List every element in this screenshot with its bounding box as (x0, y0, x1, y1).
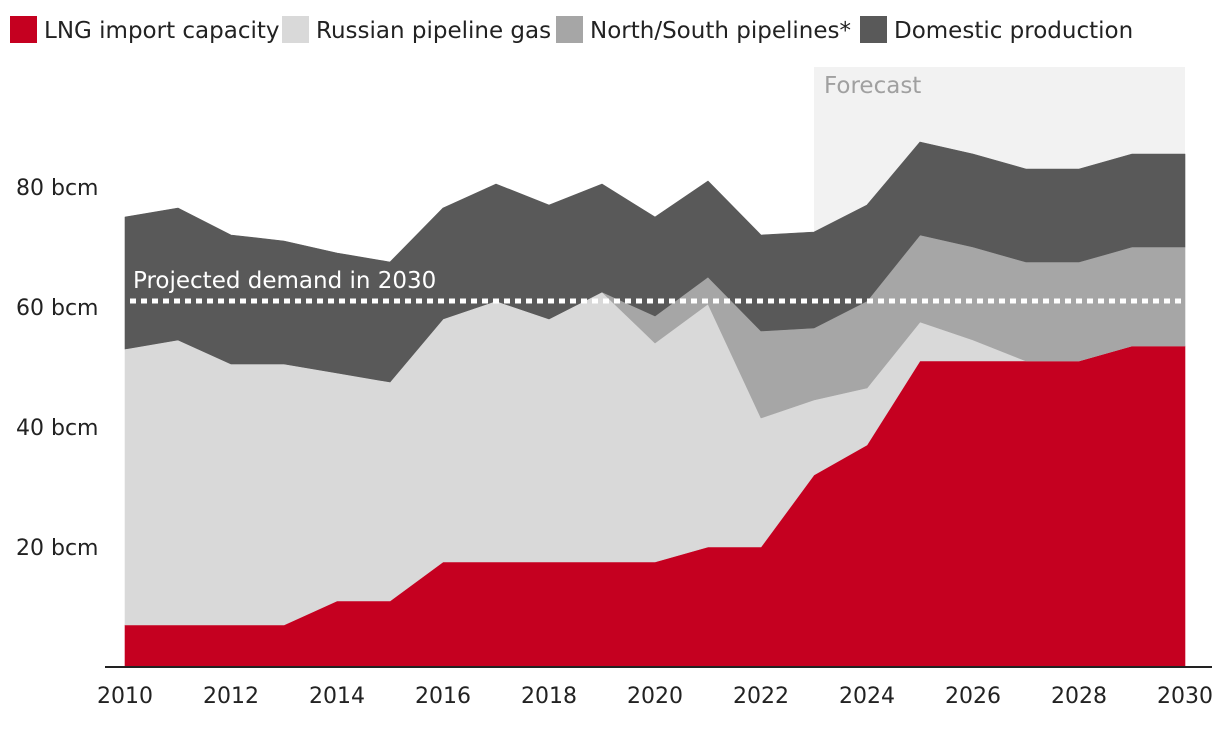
legend-label: LNG import capacity (44, 18, 280, 44)
y-tick-label: 60 bcm (16, 296, 98, 321)
legend-item-north-south-pipelines: North/South pipelines* (556, 16, 851, 44)
x-tick-label: 2028 (1051, 684, 1107, 709)
legend-swatch (282, 16, 309, 43)
projected-demand-label: Projected demand in 2030 (133, 268, 436, 294)
x-axis-tick-labels: 2010 2012 2014 2016 2018 2020 2022 2024 2026 2028… (97, 684, 1213, 709)
legend: LNG import capacity Russian pipeline gas N… (10, 16, 1133, 44)
forecast-label: Forecast (824, 73, 921, 99)
y-tick-label: 40 bcm (16, 416, 98, 441)
y-tick-label: 80 bcm (16, 176, 98, 201)
legend-swatch (556, 16, 583, 43)
legend-swatch (10, 16, 37, 43)
area-domestic-production (124, 141, 1186, 383)
legend-label: Russian pipeline gas (316, 18, 551, 44)
x-tick-label: 2026 (945, 684, 1001, 709)
x-tick-label: 2018 (521, 684, 577, 709)
x-tick-label: 2030 (1157, 684, 1213, 709)
x-tick-label: 2016 (415, 684, 471, 709)
y-axis-tick-labels: 20 bcm 40 bcm 60 bcm 80 bcm (16, 176, 98, 561)
x-tick-label: 2010 (97, 684, 153, 709)
legend-item-lng-import-capacity: LNG import capacity (10, 16, 280, 44)
legend-item-domestic-production: Domestic production (860, 16, 1133, 44)
x-tick-label: 2022 (733, 684, 789, 709)
legend-item-russian-pipeline-gas: Russian pipeline gas (282, 16, 551, 44)
x-tick-label: 2012 (203, 684, 259, 709)
x-tick-label: 2014 (309, 684, 365, 709)
y-tick-label: 20 bcm (16, 536, 98, 561)
area-series-group (124, 141, 1186, 668)
legend-swatch (860, 16, 887, 43)
legend-label: North/South pipelines* (590, 18, 851, 44)
x-tick-label: 2020 (627, 684, 683, 709)
legend-label: Domestic production (894, 18, 1133, 44)
x-tick-label: 2024 (839, 684, 895, 709)
